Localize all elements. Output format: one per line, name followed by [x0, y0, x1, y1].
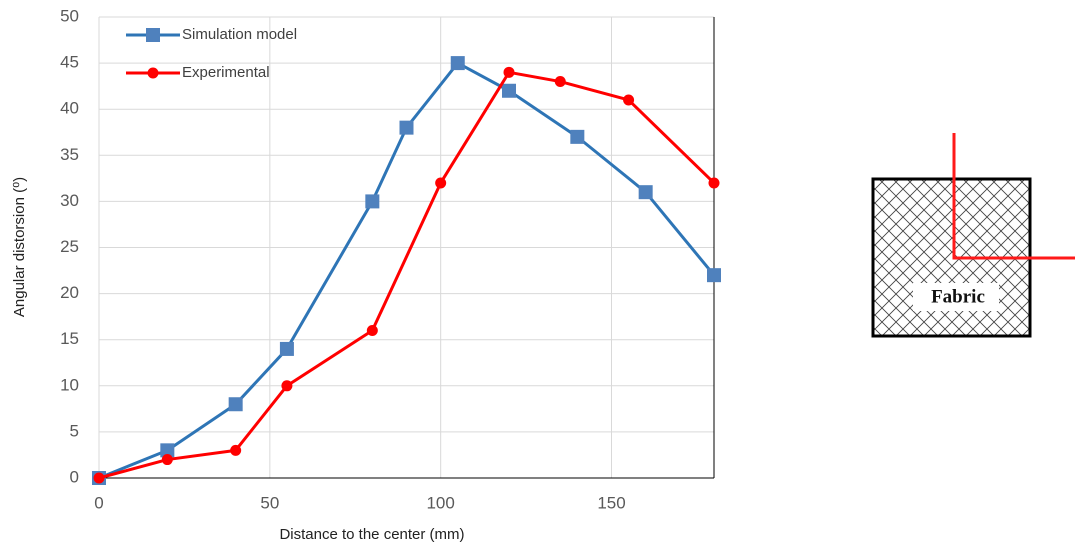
page: 0 5 10 15 20 25 30 35 40 45 50 0 50 100 150 Simulation …	[0, 0, 1075, 548]
marker	[504, 67, 515, 78]
marker	[162, 454, 173, 465]
marker	[400, 121, 414, 135]
x-axis-label: Distance to the center (mm)	[279, 526, 464, 543]
y-tick-label: 25	[60, 237, 79, 256]
marker	[230, 445, 241, 456]
marker	[555, 76, 566, 87]
marker	[365, 194, 379, 208]
marker	[367, 325, 378, 336]
y-tick-label: 10	[60, 375, 79, 394]
x-tick-label: 150	[597, 493, 625, 512]
legend-label: Simulation model	[182, 26, 297, 43]
y-tick-label: 15	[60, 329, 79, 348]
marker	[281, 380, 292, 391]
y-axis-label: Angular distorsion (⁰)	[11, 177, 28, 317]
y-tick-label: 35	[60, 145, 79, 164]
marker	[709, 177, 720, 188]
y-tick-label: 5	[70, 421, 79, 440]
marker	[502, 84, 516, 98]
fabric-label: Fabric	[931, 286, 985, 307]
x-tick-label: 0	[94, 493, 103, 512]
y-tick-label: 20	[60, 283, 79, 302]
y-tick-label: 45	[60, 53, 79, 72]
marker	[570, 130, 584, 144]
fabric-diagram: Fabric	[873, 133, 1075, 336]
marker	[94, 473, 105, 484]
chart: 0 5 10 15 20 25 30 35 40 45 50 0 50 100 150 Simulation …	[0, 0, 1075, 548]
x-tick-label: 50	[260, 493, 279, 512]
plot: 0 5 10 15 20 25 30 35 40 45 50 0 50 100 150 Simulation …	[60, 6, 721, 512]
marker	[435, 177, 446, 188]
marker	[623, 94, 634, 105]
y-tick-label: 0	[70, 467, 79, 486]
marker	[707, 268, 721, 282]
legend-label: Experimental	[182, 64, 270, 81]
marker	[451, 56, 465, 70]
y-tick-label: 40	[60, 99, 79, 118]
marker	[280, 342, 294, 356]
legend-marker	[148, 68, 159, 79]
y-tick-label: 30	[60, 191, 79, 210]
marker	[229, 397, 243, 411]
legend-marker	[146, 28, 160, 42]
marker	[639, 185, 653, 199]
x-tick-label: 100	[426, 493, 454, 512]
y-tick-label: 50	[60, 6, 79, 25]
